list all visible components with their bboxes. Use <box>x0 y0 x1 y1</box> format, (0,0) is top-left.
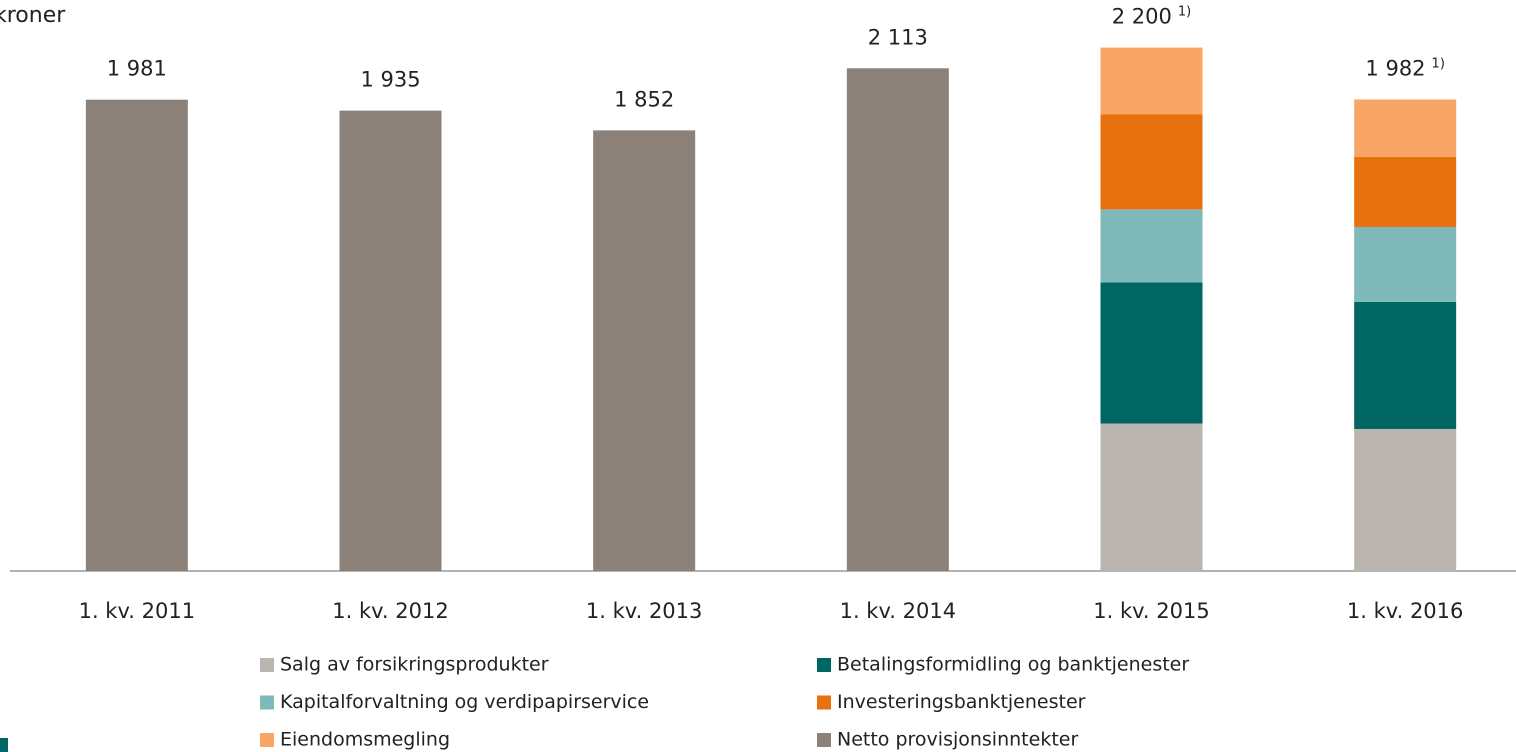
bar-segment <box>1100 47 1203 115</box>
bar-segment <box>1354 301 1457 429</box>
total-note: 1) <box>1432 56 1445 71</box>
bar-segment <box>1354 157 1457 227</box>
x-tick-label: 1. kv. 2014 <box>840 599 956 623</box>
legend-label: Betalingsformidling og banktjenester <box>837 654 1189 676</box>
total-label: 1 982 1) <box>1365 56 1444 81</box>
legend-label: Salg av forsikringsprodukter <box>280 654 549 676</box>
total-value: 2 200 <box>1112 5 1172 29</box>
bar-segment <box>1100 209 1203 283</box>
x-tick-label: 1. kv. 2015 <box>1093 599 1209 623</box>
x-tick-label: 1. kv. 2012 <box>332 599 448 623</box>
x-tick-label: 1. kv. 2011 <box>79 599 195 623</box>
total-label: 2 200 1) <box>1112 4 1191 29</box>
x-tick-label: 1. kv. 2013 <box>586 599 702 623</box>
bar-segment <box>1354 99 1457 158</box>
total-value: 1 982 <box>1365 56 1425 80</box>
legend-label: Investeringsbanktjenester <box>837 691 1086 713</box>
legend-swatch <box>260 695 274 710</box>
total-label: 1 852 <box>614 87 674 111</box>
bar-segment <box>846 68 949 572</box>
x-tick-label: 1. kv. 2016 <box>1347 599 1463 623</box>
total-value: 2 113 <box>868 25 928 49</box>
legend-label: Netto provisjonsinntekter <box>837 729 1078 751</box>
total-label: 1 935 <box>360 68 420 92</box>
total-note: 1) <box>1178 4 1191 19</box>
bar-segment <box>339 110 442 571</box>
bar-segment <box>85 99 188 572</box>
total-label: 2 113 <box>868 25 928 49</box>
legend-label: Kapitalforvaltning og verdipapirservice <box>280 691 649 713</box>
total-value: 1 935 <box>360 68 420 92</box>
legend-swatch <box>260 733 274 747</box>
bar-segment <box>1100 423 1203 571</box>
total-label: 1 981 <box>107 57 167 81</box>
bar-segment <box>1354 428 1457 571</box>
bar-segment <box>593 130 696 571</box>
corner-icon <box>0 738 8 752</box>
chart-title: kroner <box>0 3 66 28</box>
bar-segment <box>1100 114 1203 210</box>
legend-label: Eiendomsmegling <box>280 729 450 751</box>
total-value: 1 852 <box>614 87 674 111</box>
total-value: 1 981 <box>107 57 167 81</box>
bar-segment <box>1100 282 1203 424</box>
legend-swatch <box>817 733 831 747</box>
legend-swatch <box>260 658 274 672</box>
legend-swatch <box>817 658 831 672</box>
bar-segment <box>1354 226 1457 302</box>
legend-swatch <box>817 695 831 710</box>
